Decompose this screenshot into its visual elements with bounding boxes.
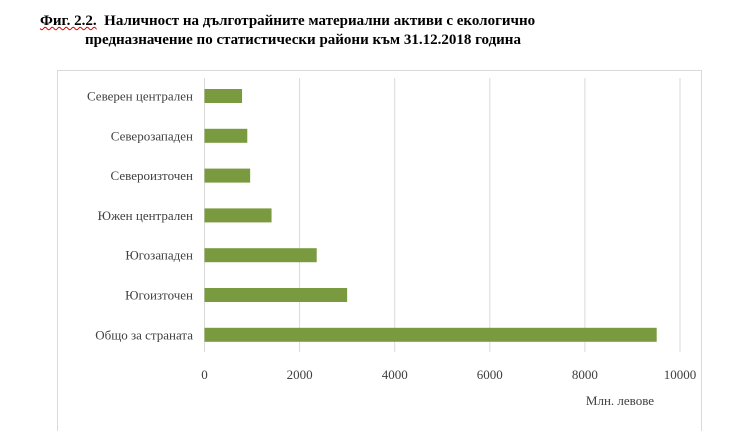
x-tick-label: 6000 [477,367,503,382]
figure-number: Фиг. 2.2. [40,13,97,29]
y-category-label: Общо за страната [95,327,193,342]
bar [204,128,248,143]
x-axis-title: Млн. левове [586,393,654,408]
x-tick-label: 0 [201,367,208,382]
y-category-label: Северен централен [87,89,193,104]
y-category-label: Североизточен [111,168,194,183]
chart-frame [57,70,702,431]
bar [204,248,317,263]
title-line-2: предназначение по статистически райони к… [85,32,521,48]
y-category-label: Югозападен [125,248,193,263]
bar [204,288,348,302]
x-tick-label: 4000 [382,367,408,382]
y-category-label: Югоизточен [125,288,193,303]
x-tick-label: 8000 [572,367,598,382]
y-category-label: Южен централен [98,208,193,223]
bar [204,327,657,342]
figure-title: Фиг. 2.2. Наличност на дълготрайните мат… [40,12,720,50]
x-tick-label: 10000 [664,367,697,382]
bar [204,168,251,183]
bar [204,208,272,223]
y-category-label: Северозападен [111,128,193,143]
title-line-1: Наличност на дълготрайните материални ак… [104,13,536,29]
x-tick-label: 2000 [287,367,313,382]
bar [204,89,243,103]
